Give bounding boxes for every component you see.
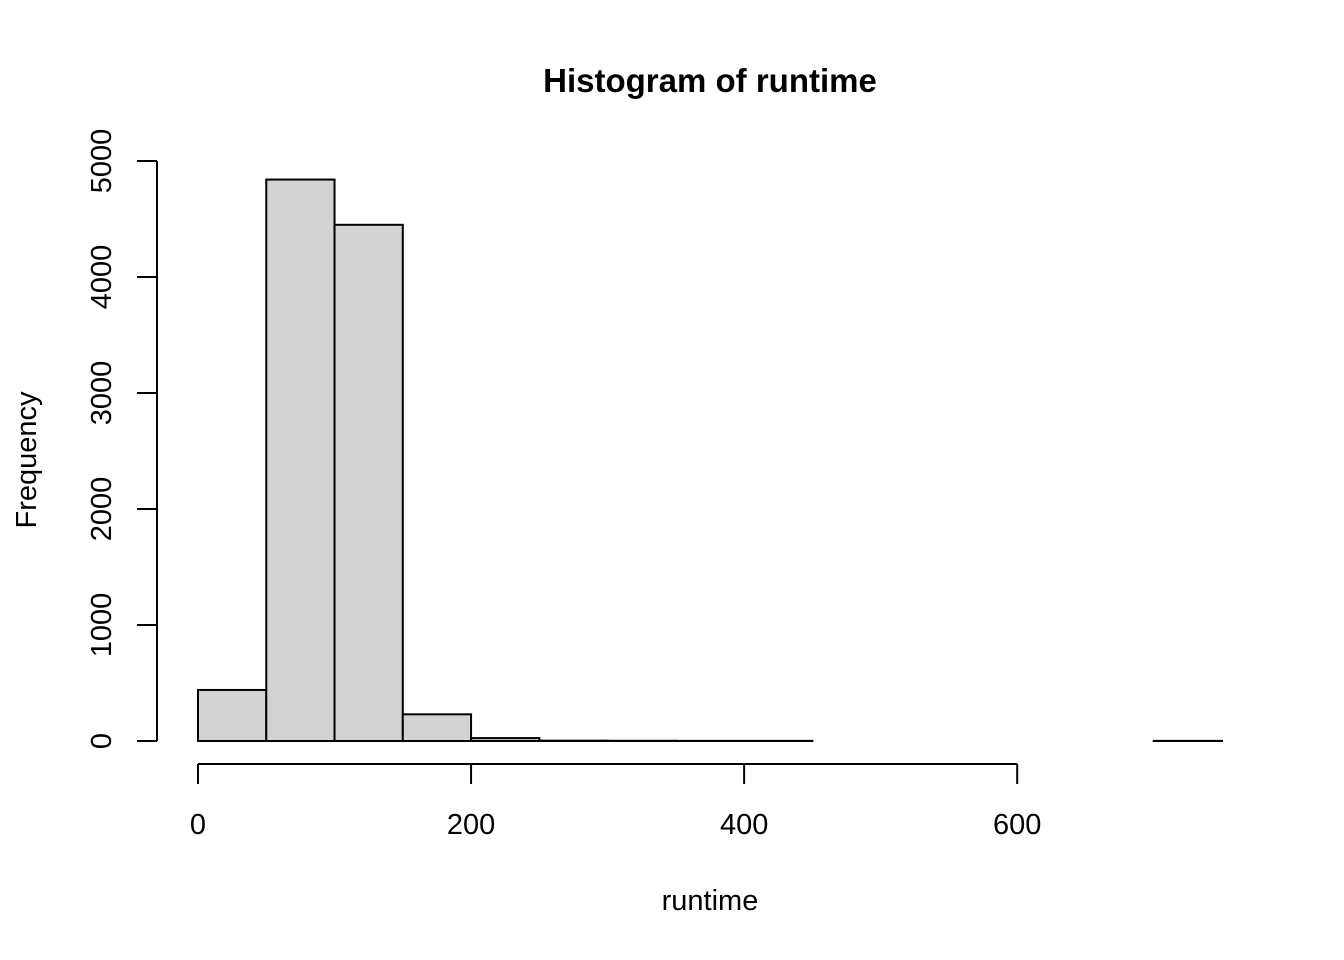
y-tick-label: 0 bbox=[86, 733, 118, 749]
x-axis: 0 200 400 600 bbox=[190, 763, 1041, 841]
bars-group bbox=[197, 178, 1223, 743]
y-tick-label: 4000 bbox=[86, 245, 118, 310]
x-axis-label: runtime bbox=[662, 885, 759, 917]
x-tick-label: 200 bbox=[447, 809, 495, 841]
y-tick-label: 2000 bbox=[86, 477, 118, 542]
y-tick-label: 5000 bbox=[86, 129, 118, 194]
histogram-bar bbox=[265, 178, 336, 742]
y-axis: 0 1000 2000 3000 4000 5000 bbox=[86, 129, 158, 749]
chart-title: Histogram of runtime bbox=[543, 62, 877, 99]
x-tick-label: 600 bbox=[993, 809, 1041, 841]
histogram-bar bbox=[333, 223, 404, 743]
y-tick-label: 1000 bbox=[86, 593, 118, 658]
histogram-bar bbox=[197, 688, 268, 743]
y-axis-label: Frequency bbox=[11, 391, 43, 529]
x-tick-label: 400 bbox=[720, 809, 768, 841]
histogram-bar bbox=[470, 737, 541, 742]
x-tick-label: 0 bbox=[190, 809, 206, 841]
y-tick-label: 3000 bbox=[86, 361, 118, 426]
histogram-bar bbox=[401, 713, 473, 743]
